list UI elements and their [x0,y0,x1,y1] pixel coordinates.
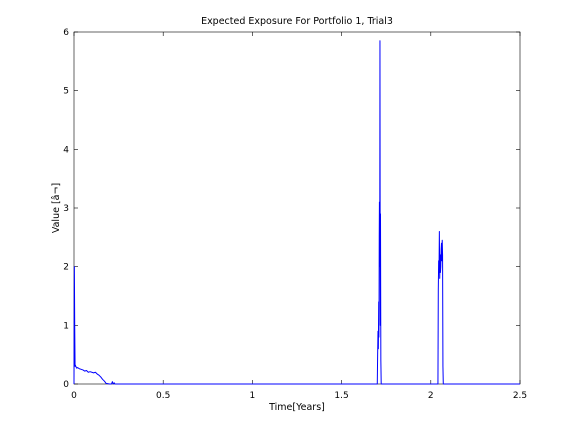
y-axis: 0 1 2 3 4 5 6 [63,28,520,390]
y-tick-label: 6 [63,28,69,38]
y-tick-label: 3 [63,204,69,214]
y-axis-label: Value [â¬] [51,183,62,233]
x-tick-label: 0 [71,391,77,401]
series-layer [73,40,520,385]
x-axis: 0 0.5 1 1.5 2 2.5 [71,32,527,401]
y-tick-label: 5 [63,87,69,97]
y-tick-label: 1 [63,321,69,331]
plot-area [73,31,521,385]
x-axis-label: Time[Years] [268,402,325,413]
y-tick-label: 4 [63,145,69,155]
x-tick-label: 1 [250,391,256,401]
chart-title: Expected Exposure For Portfolio 1, Trial… [201,16,393,27]
y-tick-label: 2 [63,263,69,273]
x-tick-label: 1.5 [334,391,348,401]
y-tick-label: 0 [63,380,69,390]
x-tick-label: 2 [428,391,434,401]
x-tick-label: 2.5 [513,391,527,401]
series-line-1 [73,40,520,385]
x-tick-label: 0.5 [156,391,170,401]
